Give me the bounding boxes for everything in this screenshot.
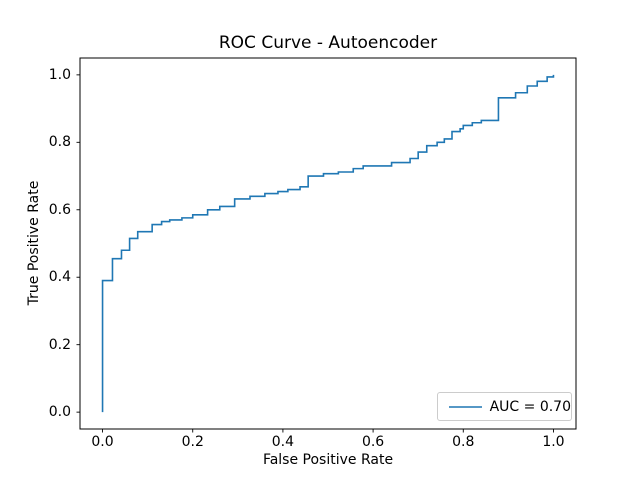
axes-spines	[79, 57, 577, 430]
roc-curve	[101, 74, 555, 413]
y-tick-label: 0.0	[48, 404, 71, 421]
x-tick-label: 0.0	[91, 434, 114, 450]
legend: AUC = 0.70	[437, 392, 572, 421]
x-axis-label: False Positive Rate	[262, 452, 394, 468]
chart-title: ROC Curve - Autoencoder	[218, 33, 438, 53]
x-tick-label: 0.6	[361, 434, 385, 450]
y-tick-label: 0.4	[48, 269, 71, 286]
y-tick-label: 0.8	[48, 134, 71, 151]
legend-label: AUC = 0.70	[489, 398, 571, 415]
x-tick-label: 0.2	[181, 434, 204, 450]
x-tick-label: 0.8	[452, 434, 475, 450]
y-axis-label: True Positive Rate	[26, 180, 42, 306]
y-tick-label: 1.0	[48, 66, 71, 83]
legend-line-swatch	[449, 405, 482, 408]
y-tick-label: 0.6	[48, 201, 71, 218]
x-tick-label: 1.0	[542, 434, 565, 450]
y-tick-label: 0.2	[48, 336, 71, 353]
x-tick-label: 0.4	[271, 434, 295, 450]
